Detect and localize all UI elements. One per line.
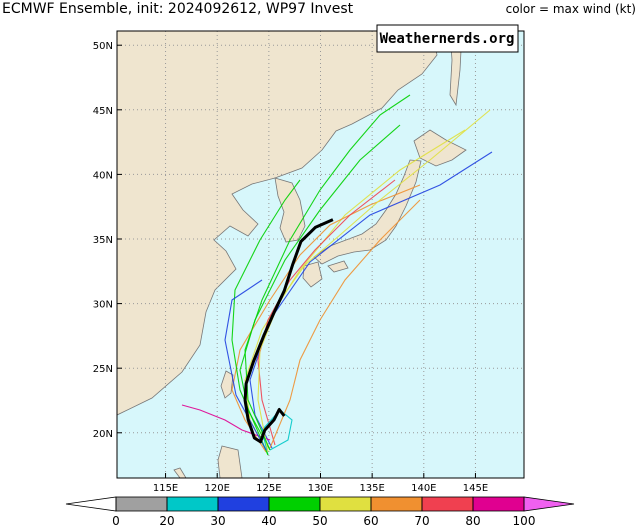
y-tick-label: 20N [93,429,113,440]
watermark-box [376,24,519,53]
y-tick-label: 25N [93,364,113,375]
x-tick-label: 135E [359,483,384,494]
colorbar: 0 20 30 40 50 60 70 80 100 [65,496,575,528]
watermark: Weathernerds.org [380,31,515,47]
track [231,184,421,453]
x-tick-label: 145E [463,483,488,494]
mean-track [243,218,334,444]
colorbar-bin [115,496,168,512]
colorbar-bin [319,496,372,512]
y-tick-label: 40N [93,170,113,181]
colorbar-tick-label: 70 [414,514,429,527]
x-tick-label: 125E [256,483,281,494]
x-tick-label: 130E [308,483,333,494]
x-tick-label: 140E [411,483,436,494]
track [231,179,301,456]
colorbar-tick-label: 20 [159,514,174,527]
colorbar-tick-label: 80 [465,514,480,527]
colorbar-bin [421,496,474,512]
title: ECMWF Ensemble, init: 2024092612, WP97 I… [2,1,354,17]
graticule [117,31,524,478]
y-tick-label: 35N [93,235,113,246]
axes: 115E 120E 125E 130E 135E 140E 145E 20N 25N 30N 35N… [93,41,488,494]
colorbar-tick-label: 50 [312,514,327,527]
colorbar-tick-label: 100 [513,514,536,527]
colorbar-tick-label: 0 [112,514,120,527]
colorbar-over [523,496,575,512]
colorbar-bin [268,496,321,512]
y-tick-label: 30N [93,300,113,311]
colorbar-bin [166,496,219,512]
mean-track-layer [243,218,334,444]
colorbar-bin [217,496,270,512]
x-tick-label: 115E [153,483,178,494]
track [269,199,421,449]
colorbar-bin [472,496,525,512]
colorbar-bin [370,496,423,512]
colorbar-tick-label: 30 [210,514,225,527]
x-tick-label: 120E [204,483,229,494]
track [249,151,493,449]
track [257,109,491,453]
colorbar-tick-label: 60 [363,514,378,527]
y-tick-label: 45N [93,106,113,117]
map-body [117,31,524,478]
colorbar-under [65,496,117,512]
y-tick-label: 50N [93,41,113,52]
colorbar-tick-label: 40 [261,514,276,527]
colorbar-title: color = max wind (kt) [506,2,636,16]
